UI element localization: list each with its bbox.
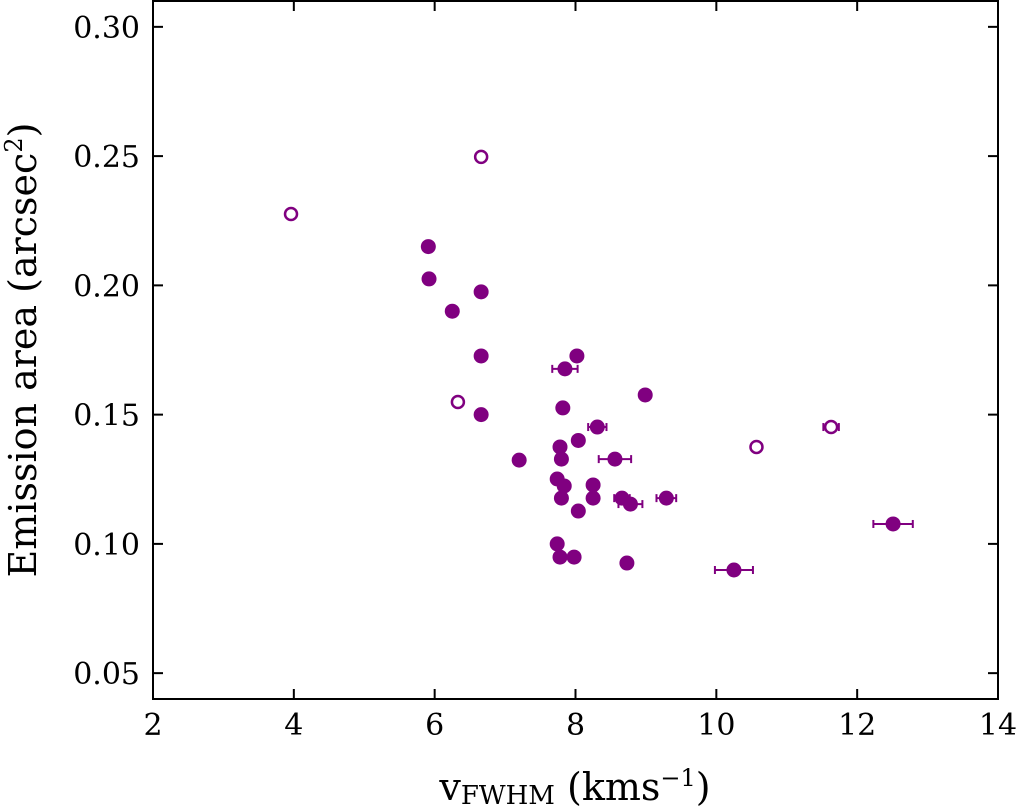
- point: [421, 271, 437, 287]
- point: [566, 549, 582, 565]
- x-tick-label: 10: [697, 708, 735, 743]
- point: [553, 451, 569, 467]
- x-tick-label: 4: [284, 708, 303, 743]
- point: [473, 348, 489, 364]
- point: [589, 419, 605, 435]
- point: [420, 239, 436, 255]
- y-tick-label: 0.20: [73, 269, 140, 304]
- y-tick-label: 0.30: [73, 11, 140, 46]
- x-tick-label: 14: [979, 708, 1017, 743]
- point: [473, 149, 489, 165]
- point: [552, 549, 568, 565]
- point: [726, 562, 742, 578]
- point: [749, 439, 764, 455]
- point: [549, 536, 565, 552]
- point: [823, 419, 839, 435]
- point: [556, 478, 572, 494]
- y-tick-label: 0.05: [73, 657, 140, 692]
- point: [570, 432, 586, 448]
- point: [622, 496, 638, 512]
- point: [585, 477, 601, 493]
- point: [557, 361, 573, 377]
- y-tick-label: 0.15: [73, 399, 140, 434]
- point: [658, 490, 674, 506]
- x-tick-label: 8: [566, 708, 585, 743]
- point: [444, 303, 460, 319]
- point: [473, 284, 489, 300]
- x-tick-label: 12: [838, 708, 876, 743]
- point: [570, 503, 586, 519]
- y-axis-label: Emission area (arcsec2): [0, 123, 45, 578]
- point: [473, 407, 489, 423]
- x-axis-label: vFWHM (kms−1): [438, 764, 710, 806]
- point: [555, 400, 571, 416]
- point: [569, 348, 585, 364]
- point: [607, 451, 623, 467]
- point: [552, 439, 568, 455]
- point: [553, 490, 569, 506]
- point: [511, 452, 527, 468]
- point: [619, 555, 635, 571]
- y-tick-label: 0.25: [73, 140, 140, 175]
- point: [637, 387, 653, 403]
- x-tick-label: 2: [143, 708, 162, 743]
- point: [450, 394, 466, 410]
- point: [885, 516, 901, 532]
- x-tick-label: 6: [425, 708, 444, 743]
- point: [585, 490, 601, 506]
- y-tick-label: 0.10: [73, 528, 140, 563]
- point: [283, 206, 299, 222]
